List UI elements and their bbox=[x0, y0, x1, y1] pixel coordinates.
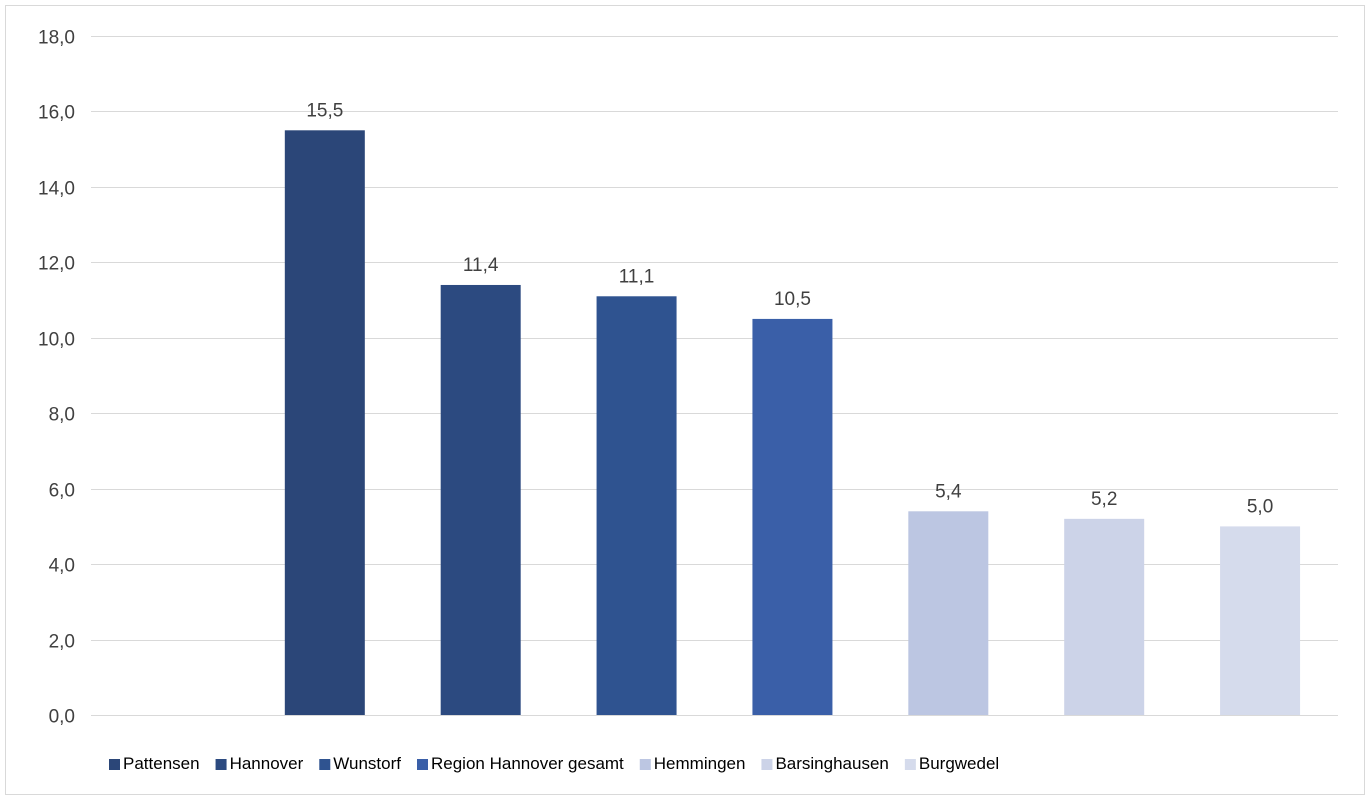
legend-label: Barsinghausen bbox=[775, 754, 888, 773]
bar-chart: 0,0 2,0 4,0 6,0 8,0 10,0 12,0 14,0 16,0 18,0 15,5… bbox=[38, 28, 1338, 773]
data-label: 5,4 bbox=[935, 481, 962, 502]
legend-label: Hannover bbox=[230, 754, 304, 773]
bars bbox=[284, 130, 1301, 716]
y-tick-label: 14,0 bbox=[38, 179, 75, 200]
legend-item: Wunstorf bbox=[319, 754, 401, 773]
data-label: 5,0 bbox=[1247, 496, 1273, 517]
y-tick-label: 18,0 bbox=[38, 28, 75, 49]
gridlines bbox=[91, 36, 1338, 716]
data-labels: 15,5 11,4 11,1 10,5 5,4 5,2 5,0 bbox=[306, 100, 1273, 517]
legend-swatch bbox=[319, 759, 331, 770]
y-tick-label: 12,0 bbox=[38, 254, 75, 275]
legend-label: Wunstorf bbox=[333, 754, 401, 773]
bar bbox=[752, 318, 833, 715]
bar bbox=[284, 130, 365, 716]
data-label: 10,5 bbox=[774, 289, 811, 310]
y-tick-label: 16,0 bbox=[38, 103, 75, 124]
y-tick-label: 8,0 bbox=[49, 405, 75, 426]
bar bbox=[1064, 518, 1145, 715]
chart-frame: 0,0 2,0 4,0 6,0 8,0 10,0 12,0 14,0 16,0 18,0 15,5… bbox=[5, 5, 1365, 795]
legend-swatch bbox=[109, 759, 120, 770]
legend-swatch bbox=[417, 759, 428, 770]
legend-item: Hannover bbox=[215, 754, 304, 773]
legend-item: Pattensen bbox=[109, 754, 200, 773]
bar bbox=[596, 296, 677, 715]
legend-label: Burgwedel bbox=[919, 754, 999, 773]
bar bbox=[440, 284, 521, 715]
legend-swatch bbox=[761, 759, 773, 770]
legend-swatch bbox=[215, 759, 227, 770]
data-label: 11,1 bbox=[619, 266, 655, 287]
legend-label: Hemmingen bbox=[654, 754, 746, 773]
legend-label: Region Hannover gesamt bbox=[431, 754, 624, 773]
y-tick-label: 10,0 bbox=[38, 330, 75, 351]
legend: Pattensen Hannover Wunstorf Region Hannover… bbox=[109, 754, 999, 773]
legend-item: Hemmingen bbox=[639, 754, 746, 773]
y-tick-label: 6,0 bbox=[49, 481, 75, 502]
legend-item: Burgwedel bbox=[904, 754, 999, 773]
legend-label: Pattensen bbox=[123, 754, 200, 773]
data-label: 11,4 bbox=[463, 255, 499, 276]
y-axis-tick-labels: 0,0 2,0 4,0 6,0 8,0 10,0 12,0 14,0 16,0 18,0 bbox=[38, 28, 75, 728]
bar bbox=[1220, 526, 1301, 715]
legend-swatch bbox=[639, 759, 651, 770]
legend-swatch bbox=[904, 759, 916, 770]
data-label: 5,2 bbox=[1091, 489, 1117, 510]
y-tick-label: 2,0 bbox=[49, 632, 75, 653]
data-label: 15,5 bbox=[306, 100, 343, 121]
legend-item: Region Hannover gesamt bbox=[417, 754, 624, 773]
bar bbox=[908, 511, 989, 715]
y-tick-label: 4,0 bbox=[49, 556, 75, 577]
legend-item: Barsinghausen bbox=[761, 754, 889, 773]
y-tick-label: 0,0 bbox=[49, 707, 75, 728]
